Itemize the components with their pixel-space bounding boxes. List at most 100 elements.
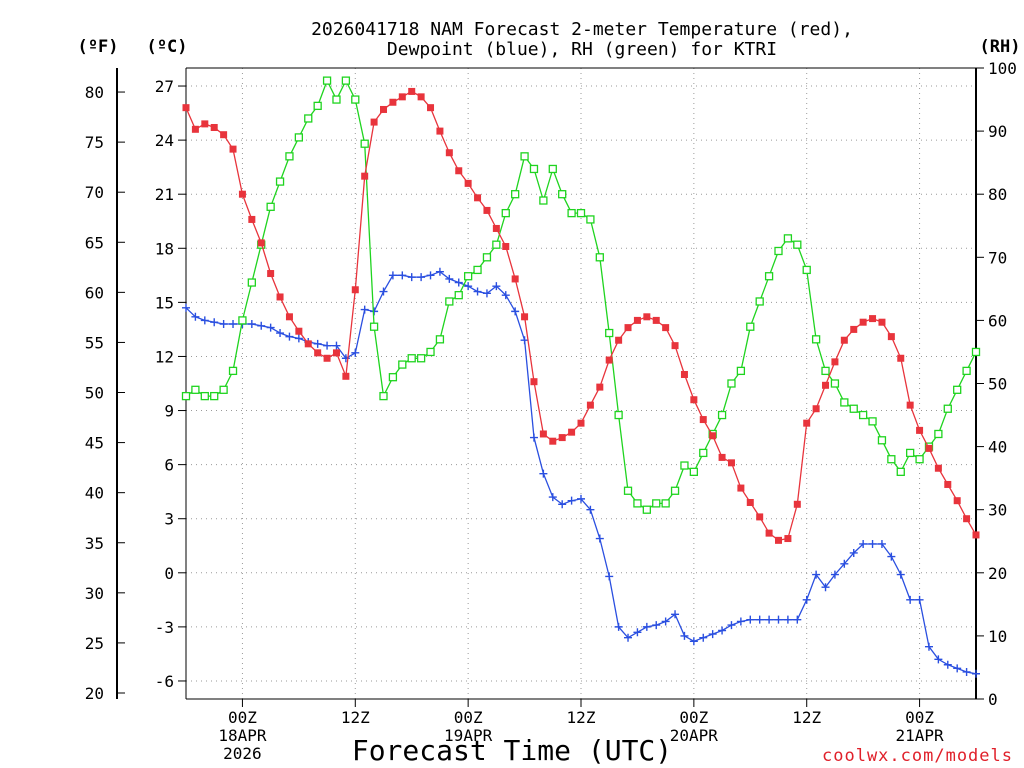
temperature-point: [464, 179, 472, 187]
dewpoint-point: [586, 505, 595, 514]
dewpoint-point: [774, 615, 783, 624]
fahrenheit-axis-label: (ºF): [78, 37, 119, 57]
dewpoint-point: [812, 570, 821, 579]
rh-point: [849, 404, 858, 413]
dewpoint-point: [821, 583, 830, 592]
temperature-point: [605, 356, 613, 364]
dewpoint-point: [247, 320, 256, 329]
dewpoint-point: [520, 336, 529, 345]
rh-point: [906, 448, 915, 458]
rh-point: [210, 391, 219, 401]
dewpoint-point: [435, 267, 444, 276]
x-tick-label: 12Z: [567, 708, 596, 727]
temperature-point: [370, 118, 378, 126]
dewpoint-point: [887, 552, 896, 561]
rh-point: [351, 95, 360, 104]
temperature-point: [775, 536, 782, 544]
rh-point: [971, 347, 981, 357]
rh-point: [915, 455, 924, 464]
dewpoint-point: [276, 329, 285, 338]
temperature-point: [577, 419, 585, 427]
temperature-point: [756, 513, 764, 521]
rh-tick-label: 20: [988, 564, 1007, 583]
temperature-point: [615, 336, 623, 344]
rh-point: [736, 366, 746, 376]
celsius-tick-label: 18: [155, 239, 174, 258]
x-tick-label: 12Z: [341, 708, 370, 727]
temperature-point: [624, 324, 632, 332]
dewpoint-point: [605, 572, 614, 581]
rh-point: [398, 360, 407, 369]
x-tick-label: 00Z: [679, 708, 708, 727]
rh-point: [529, 164, 539, 174]
rh-point: [247, 278, 256, 287]
rh-point: [511, 190, 520, 199]
temperature-point: [332, 349, 340, 357]
dewpoint-point: [417, 273, 426, 282]
rh-point: [567, 208, 576, 218]
dewpoint-point: [633, 628, 642, 637]
rh-point: [962, 366, 971, 376]
temperature-point: [662, 324, 670, 332]
celsius-tick-label: -6: [155, 672, 174, 691]
rh-point: [304, 114, 313, 123]
temperature-point: [201, 120, 209, 128]
dewpoint-point: [548, 493, 557, 502]
dewpoint-point: [943, 660, 952, 669]
rh-point: [501, 208, 510, 218]
temperature-point: [840, 336, 848, 344]
temperature-point: [314, 349, 322, 357]
rh-point: [670, 486, 680, 495]
temperature-point: [342, 372, 350, 380]
x-tick-label: 20APR: [670, 726, 719, 745]
rh-point: [821, 366, 830, 376]
rh-point: [238, 316, 247, 325]
dewpoint-point: [652, 621, 661, 630]
dewpoint-point: [595, 534, 604, 543]
dewpoint-point: [219, 320, 228, 329]
temperature-point: [558, 434, 566, 442]
rh-point: [558, 190, 567, 199]
rh-point: [642, 505, 651, 514]
celsius-tick-label: 27: [155, 77, 174, 96]
dewpoint-point: [689, 637, 698, 646]
dewpoint-point: [492, 282, 501, 291]
dewpoint-point: [972, 669, 980, 678]
dewpoint-point: [755, 615, 764, 624]
temperature-point: [361, 172, 369, 180]
rh-point: [492, 240, 501, 249]
celsius-tick-label: 21: [155, 185, 174, 204]
temperature-point: [427, 104, 435, 112]
rh-point: [793, 240, 802, 249]
temperature-point: [398, 93, 406, 101]
chart-title-line2: Dewpoint (blue), RH (green) for KTRI: [387, 39, 777, 60]
rh-point: [379, 391, 388, 401]
dewpoint-point: [210, 318, 219, 327]
temperature-point: [276, 293, 284, 301]
rh-point: [388, 373, 398, 382]
rh-point: [285, 152, 294, 161]
temperature-point: [699, 416, 707, 424]
temperature-point: [680, 370, 688, 378]
fahrenheit-tick-label: 60: [85, 283, 104, 302]
rh-point: [219, 385, 228, 394]
temperature-point: [765, 529, 773, 537]
temperature-point: [972, 531, 980, 539]
dewpoint-point: [388, 271, 397, 280]
temperature-point: [944, 480, 952, 488]
rh-point: [802, 265, 811, 275]
rh-point: [934, 429, 943, 439]
rh-point: [426, 347, 435, 357]
temperature-point: [257, 239, 265, 247]
temperature-point: [539, 430, 547, 438]
temperature-point: [596, 383, 604, 391]
rh-point: [416, 354, 426, 363]
dewpoint-point: [783, 615, 792, 624]
temperature-point: [878, 318, 886, 326]
celsius-axis-label: (ºC): [147, 37, 188, 57]
temperature-point: [474, 194, 482, 202]
celsius-tick-label: 0: [164, 564, 174, 583]
dewpoint-point: [736, 617, 745, 626]
dewpoint-series: [182, 267, 980, 678]
rh-point: [699, 448, 708, 458]
